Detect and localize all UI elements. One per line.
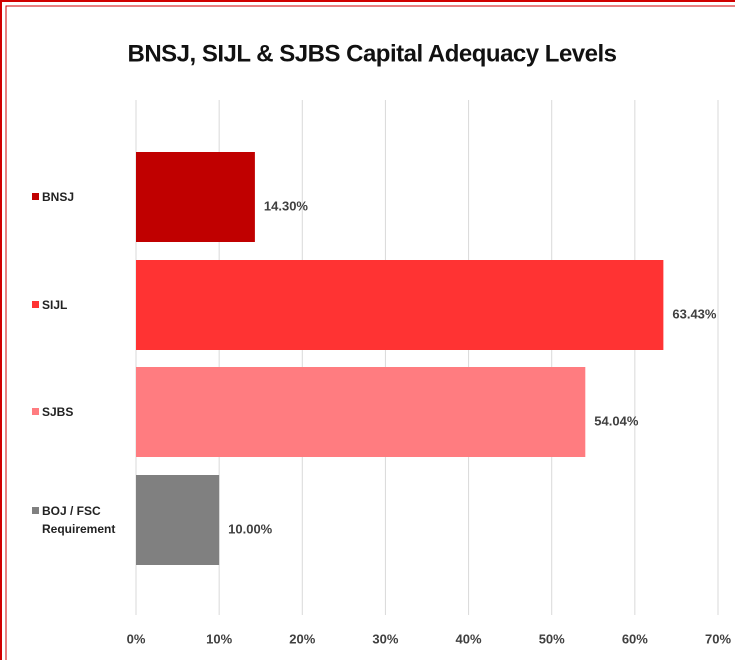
legend-swatch xyxy=(32,507,39,514)
legend-swatch xyxy=(32,193,39,200)
legend-swatch xyxy=(32,408,39,415)
value-label: 54.04% xyxy=(594,413,639,428)
bar xyxy=(136,367,586,457)
bar xyxy=(136,475,220,565)
legend-swatch xyxy=(32,301,39,308)
x-tick-label: 70% xyxy=(705,631,731,646)
chart-title: BNSJ, SIJL & SJBS Capital Adequacy Level… xyxy=(127,40,616,67)
x-tick-label: 40% xyxy=(456,631,482,646)
x-tick-label: 50% xyxy=(539,631,565,646)
category-label: SJBS xyxy=(42,405,74,419)
x-tick-label: 30% xyxy=(372,631,398,646)
value-label: 63.43% xyxy=(672,306,717,321)
category-label: BNSJ xyxy=(42,190,75,204)
value-label: 10.00% xyxy=(228,521,273,536)
x-tick-label: 20% xyxy=(289,631,315,646)
category-label: BOJ / FSC Requirement xyxy=(42,504,116,536)
x-tick-label: 60% xyxy=(622,631,648,646)
value-label: 14.30% xyxy=(264,198,309,213)
frame-inner xyxy=(5,5,735,660)
x-tick-label: 0% xyxy=(127,631,146,646)
bar xyxy=(136,152,255,242)
category-label: SIJL xyxy=(42,298,68,312)
bar xyxy=(136,260,664,350)
x-tick-label: 10% xyxy=(206,631,232,646)
